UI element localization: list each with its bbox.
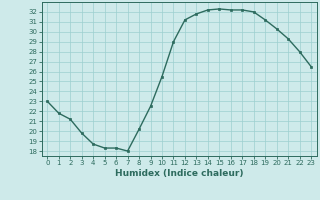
X-axis label: Humidex (Indice chaleur): Humidex (Indice chaleur) xyxy=(115,169,244,178)
